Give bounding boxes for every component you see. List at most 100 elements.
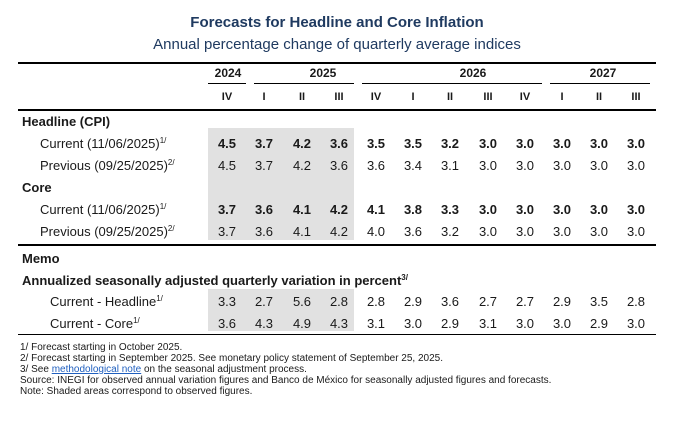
table-cell: 2.9 — [440, 316, 460, 331]
year-2024: 2024 — [214, 66, 242, 80]
table-cell: 3.0 — [552, 136, 572, 151]
table-cell: 4.1 — [292, 202, 312, 217]
table-cell: 2.9 — [589, 316, 609, 331]
footnote-marker: 1/ — [133, 316, 140, 325]
footnote-marker: 2/ — [167, 158, 175, 167]
table-bottom-rule — [18, 334, 656, 335]
table-cell: 3.6 — [217, 316, 237, 331]
row-label-memo-core: Current - Core1/ — [50, 316, 140, 331]
section-headline: Headline (CPI) — [22, 114, 111, 129]
table-cell: 4.1 — [292, 224, 312, 239]
quarter-header: III — [483, 91, 493, 103]
table-cell: 3.6 — [254, 224, 274, 239]
table-cell: 3.7 — [217, 224, 237, 239]
table-cell: 3.4 — [403, 158, 423, 173]
table-cell: 2.7 — [515, 294, 535, 309]
table-cell: 2.7 — [254, 294, 274, 309]
table-cell: 3.0 — [478, 136, 498, 151]
quarter-header: IV — [370, 91, 382, 103]
table-cell: 4.2 — [329, 202, 349, 217]
table-cell: 3.6 — [254, 202, 274, 217]
methodological-note-link[interactable]: methodological note — [51, 364, 142, 375]
quarter-header: I — [411, 91, 415, 103]
table-cell: 2.8 — [329, 294, 349, 309]
table-cell: 3.6 — [329, 136, 349, 151]
table-cell: 3.0 — [515, 136, 535, 151]
table-cell: 3.0 — [589, 136, 609, 151]
table-cell: 3.0 — [515, 316, 535, 331]
table-cell: 3.0 — [478, 202, 498, 217]
table-cell: 3.0 — [478, 158, 498, 173]
quarter-header: III — [334, 91, 344, 103]
table-cell: 3.3 — [440, 202, 460, 217]
table-cell: 3.2 — [440, 224, 460, 239]
footnote-3-post: on the seasonal adjustment process. — [141, 364, 307, 375]
memo-subtitle: Annualized seasonally adjusted quarterly… — [22, 273, 408, 288]
footnote-1: 1/ Forecast starting in October 2025. — [20, 342, 183, 353]
shade-headline-core — [208, 128, 354, 240]
year-2026-underline — [362, 83, 542, 84]
table-cell: 3.0 — [589, 158, 609, 173]
table-cell: 3.0 — [515, 158, 535, 173]
table-cell: 4.2 — [329, 224, 349, 239]
table-cell: 3.0 — [626, 316, 646, 331]
row-label-core-previous: Previous (09/25/2025)2/ — [40, 224, 175, 239]
quarter-header: II — [298, 91, 306, 103]
row-label-memo-headline: Current - Headline1/ — [50, 294, 163, 309]
table-cell: 3.0 — [552, 158, 572, 173]
footnote-3: 3/ See methodological note on the season… — [20, 364, 551, 375]
quarter-header: II — [595, 91, 603, 103]
table-cell: 2.9 — [403, 294, 423, 309]
table-cell: 2.9 — [552, 294, 572, 309]
table-cell: 3.7 — [254, 136, 274, 151]
shade-note: Note: Shaded areas correspond to observe… — [20, 386, 253, 397]
table-cell: 3.0 — [515, 224, 535, 239]
table-cell: 3.6 — [440, 294, 460, 309]
year-2027: 2027 — [589, 66, 617, 80]
table-cell: 3.3 — [217, 294, 237, 309]
memo-subtitle-text: Annualized seasonally adjusted quarterly… — [22, 273, 402, 288]
row-label-text: Current (11/06/2025) — [40, 202, 160, 217]
source-note: Source: INEGI for observed annual variat… — [20, 375, 552, 386]
table-cell: 3.0 — [589, 224, 609, 239]
table-cell: 2.8 — [366, 294, 386, 309]
year-2026: 2026 — [459, 66, 487, 80]
section-core: Core — [22, 180, 52, 195]
year-2027-underline — [550, 83, 650, 84]
row-label-headline-previous: Previous (09/25/2025)2/ — [40, 158, 175, 173]
row-label-text: Current (11/06/2025) — [40, 136, 160, 151]
table-subtitle: Annual percentage change of quarterly av… — [153, 36, 521, 53]
quarter-header: IV — [221, 91, 233, 103]
table-cell: 3.6 — [403, 224, 423, 239]
table-cell: 4.5 — [217, 136, 237, 151]
table-cell: 3.6 — [329, 158, 349, 173]
table-cell: 3.5 — [589, 294, 609, 309]
top-rule — [18, 62, 656, 64]
table-cell: 3.0 — [515, 202, 535, 217]
table-cell: 3.7 — [254, 158, 274, 173]
table-cell: 3.0 — [552, 202, 572, 217]
table-cell: 3.5 — [366, 136, 386, 151]
table-cell: 3.8 — [403, 202, 423, 217]
quarter-header: IV — [519, 91, 531, 103]
table-title: Forecasts for Headline and Core Inflatio… — [190, 14, 484, 31]
header-bottom-rule — [18, 109, 656, 111]
table-cell: 3.0 — [478, 224, 498, 239]
table-cell: 3.0 — [552, 224, 572, 239]
footnote-marker: 1/ — [159, 136, 167, 145]
table-cell: 3.6 — [366, 158, 386, 173]
table-cell: 3.1 — [440, 158, 460, 173]
shade-memo — [208, 289, 354, 331]
quarter-header: II — [446, 91, 454, 103]
section-memo: Memo — [22, 251, 60, 266]
table-cell: 3.2 — [440, 136, 460, 151]
footnote-2: 2/ Forecast starting in September 2025. … — [20, 353, 444, 364]
table-cell: 4.2 — [292, 136, 312, 151]
row-label-text: Current - Headline — [50, 294, 157, 309]
table-cell: 3.0 — [626, 136, 646, 151]
table-cell: 4.3 — [329, 316, 349, 331]
table-cell: 2.7 — [478, 294, 498, 309]
table-cell: 4.9 — [292, 316, 312, 331]
row-label-text: Previous (09/25/2025) — [40, 224, 168, 239]
row-label-headline-current: Current (11/06/2025)1/ — [40, 136, 166, 151]
